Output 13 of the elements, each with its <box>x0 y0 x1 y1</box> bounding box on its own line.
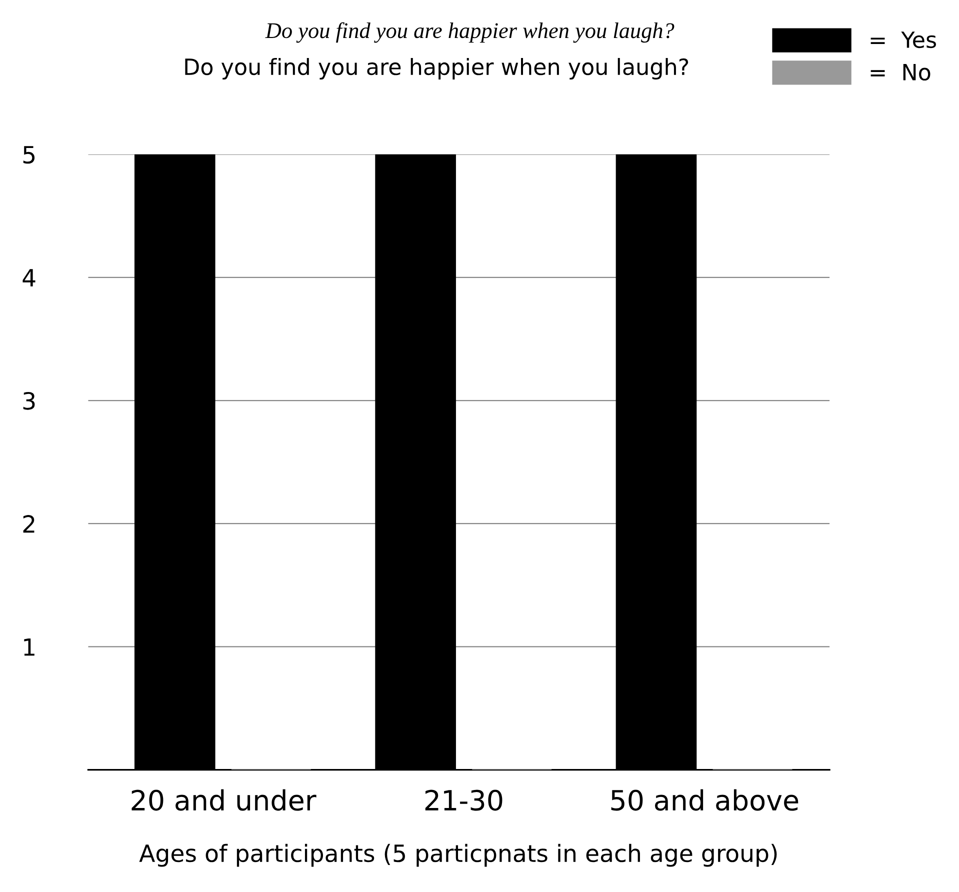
y-tick-label: 5 <box>23 146 35 164</box>
y-tick-label: 3 <box>23 392 35 410</box>
chart-title: Do you find you are happier when you laugh? <box>265 22 674 43</box>
x-tick-label: 21-30 <box>425 790 502 811</box>
y-tick-label: 4 <box>22 269 36 286</box>
chart-subtitle: Do you find you are happier when you laugh? <box>185 58 688 80</box>
legend-label: = No <box>870 64 930 81</box>
legend-label: = Yes <box>870 32 936 48</box>
y-tick-label: 1 <box>24 638 34 656</box>
x-tick-label: 20 and under <box>132 789 316 811</box>
y-tick-label: 2 <box>23 515 34 533</box>
x-axis-title: Ages of participants (5 particpnats in each age group) <box>139 844 777 867</box>
x-tick-label: 50 and above <box>611 789 798 811</box>
